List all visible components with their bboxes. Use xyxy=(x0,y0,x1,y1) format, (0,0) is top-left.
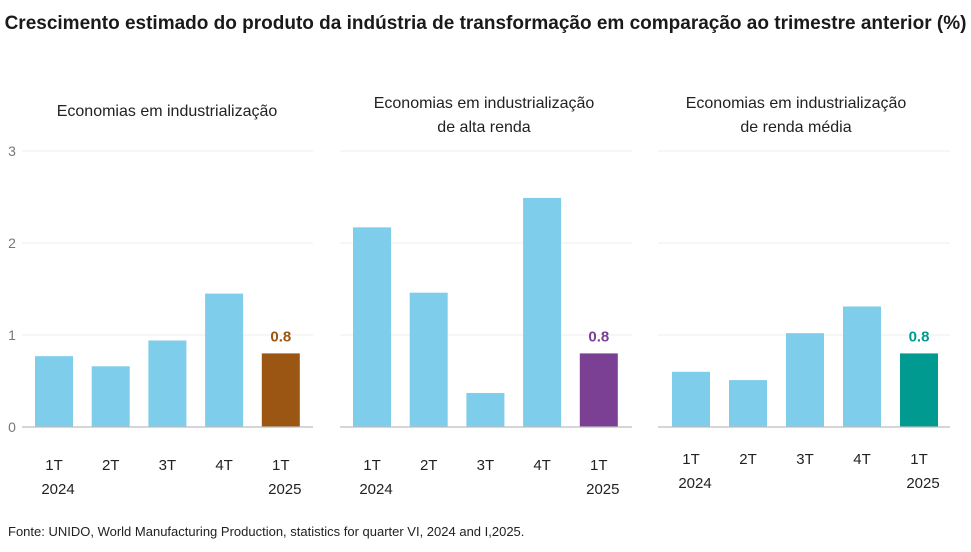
panel-1-bar-1 xyxy=(35,356,73,427)
panel-3-x-label-2: 2T xyxy=(739,451,757,468)
panel-3-bar-4 xyxy=(843,306,881,427)
panel-3-x-year-label-5: 2025 xyxy=(906,475,939,492)
panel-1-bar-3 xyxy=(148,340,187,427)
panel-2-bar-2 xyxy=(409,292,448,427)
panel-3-title: Economias em industrialização de renda m… xyxy=(646,92,946,140)
panel-1-title-line-1: Economias em industrialização xyxy=(56,103,278,120)
panel-2-title: Economias em industrialização de alta re… xyxy=(334,92,634,140)
panel-2-bar-4 xyxy=(523,197,562,427)
panel-2-title-line-2: de alta renda xyxy=(437,119,531,136)
panel-3-x-label-4: 4T xyxy=(853,451,871,468)
panel-3-x-year-label-1: 2024 xyxy=(678,475,711,492)
panel-2-x-label-3: 3T xyxy=(477,457,495,474)
panel-2-x-year-label-5: 2025 xyxy=(586,481,619,498)
panel-1-x-year-label-5: 2025 xyxy=(268,481,301,498)
panel-3-x-label-3: 3T xyxy=(796,451,814,468)
panel-2-data-label-5: 0.8 xyxy=(588,328,609,345)
panel-1-x-year-label-1: 2024 xyxy=(41,481,74,498)
panel-2-bar-5 xyxy=(579,353,618,427)
y-tick-label-1: 1 xyxy=(8,327,16,343)
panel-1-x-label-4: 4T xyxy=(215,457,233,474)
panel-3-x-label-1: 1T xyxy=(682,451,700,468)
panel-2-title-line-1: Economias em industrialização xyxy=(373,95,595,112)
panel-2-x-label-5: 1T xyxy=(590,457,608,474)
y-tick-label-2: 2 xyxy=(8,235,16,251)
panel-3-bar-3 xyxy=(786,333,824,427)
panel-2-x-label-2: 2T xyxy=(420,457,438,474)
panel-1-data-label-5: 0.8 xyxy=(270,328,291,345)
panel-2-x-year-label-1: 2024 xyxy=(359,481,392,498)
panel-1-x-label-3: 3T xyxy=(159,457,177,474)
y-tick-label-0: 0 xyxy=(8,419,16,435)
panel-2-bar-1 xyxy=(353,227,391,427)
panel-1-bar-2 xyxy=(91,366,130,427)
panel-3-bar-5 xyxy=(900,353,938,427)
panel-3-data-label-5: 0.8 xyxy=(909,328,930,345)
panel-1-x-label-2: 2T xyxy=(102,457,120,474)
chart-title: Crescimento estimado do produto da indús… xyxy=(4,13,967,34)
panel-3-x-label-5: 1T xyxy=(910,451,928,468)
panel-1-title: Economias em industrialização xyxy=(17,100,317,124)
panel-2-x-label-1: 1T xyxy=(363,457,381,474)
panel-3-bar-1 xyxy=(672,371,710,427)
panel-1-x-label-1: 1T xyxy=(45,457,63,474)
panel-1-bar-5 xyxy=(261,353,300,427)
source-note: Fonte: UNIDO, World Manufacturing Produc… xyxy=(8,524,525,539)
panel-3-title-line-1: Economias em industrialização xyxy=(685,95,907,112)
panel-2-bar-3 xyxy=(466,392,505,427)
panel-1-x-label-5: 1T xyxy=(272,457,290,474)
panel-3-bar-2 xyxy=(729,380,767,427)
panel-1-bar-4 xyxy=(205,293,244,427)
panel-3-title-line-2: de renda média xyxy=(740,119,852,136)
panel-2-x-label-4: 4T xyxy=(533,457,551,474)
y-tick-label-3: 3 xyxy=(8,143,16,159)
